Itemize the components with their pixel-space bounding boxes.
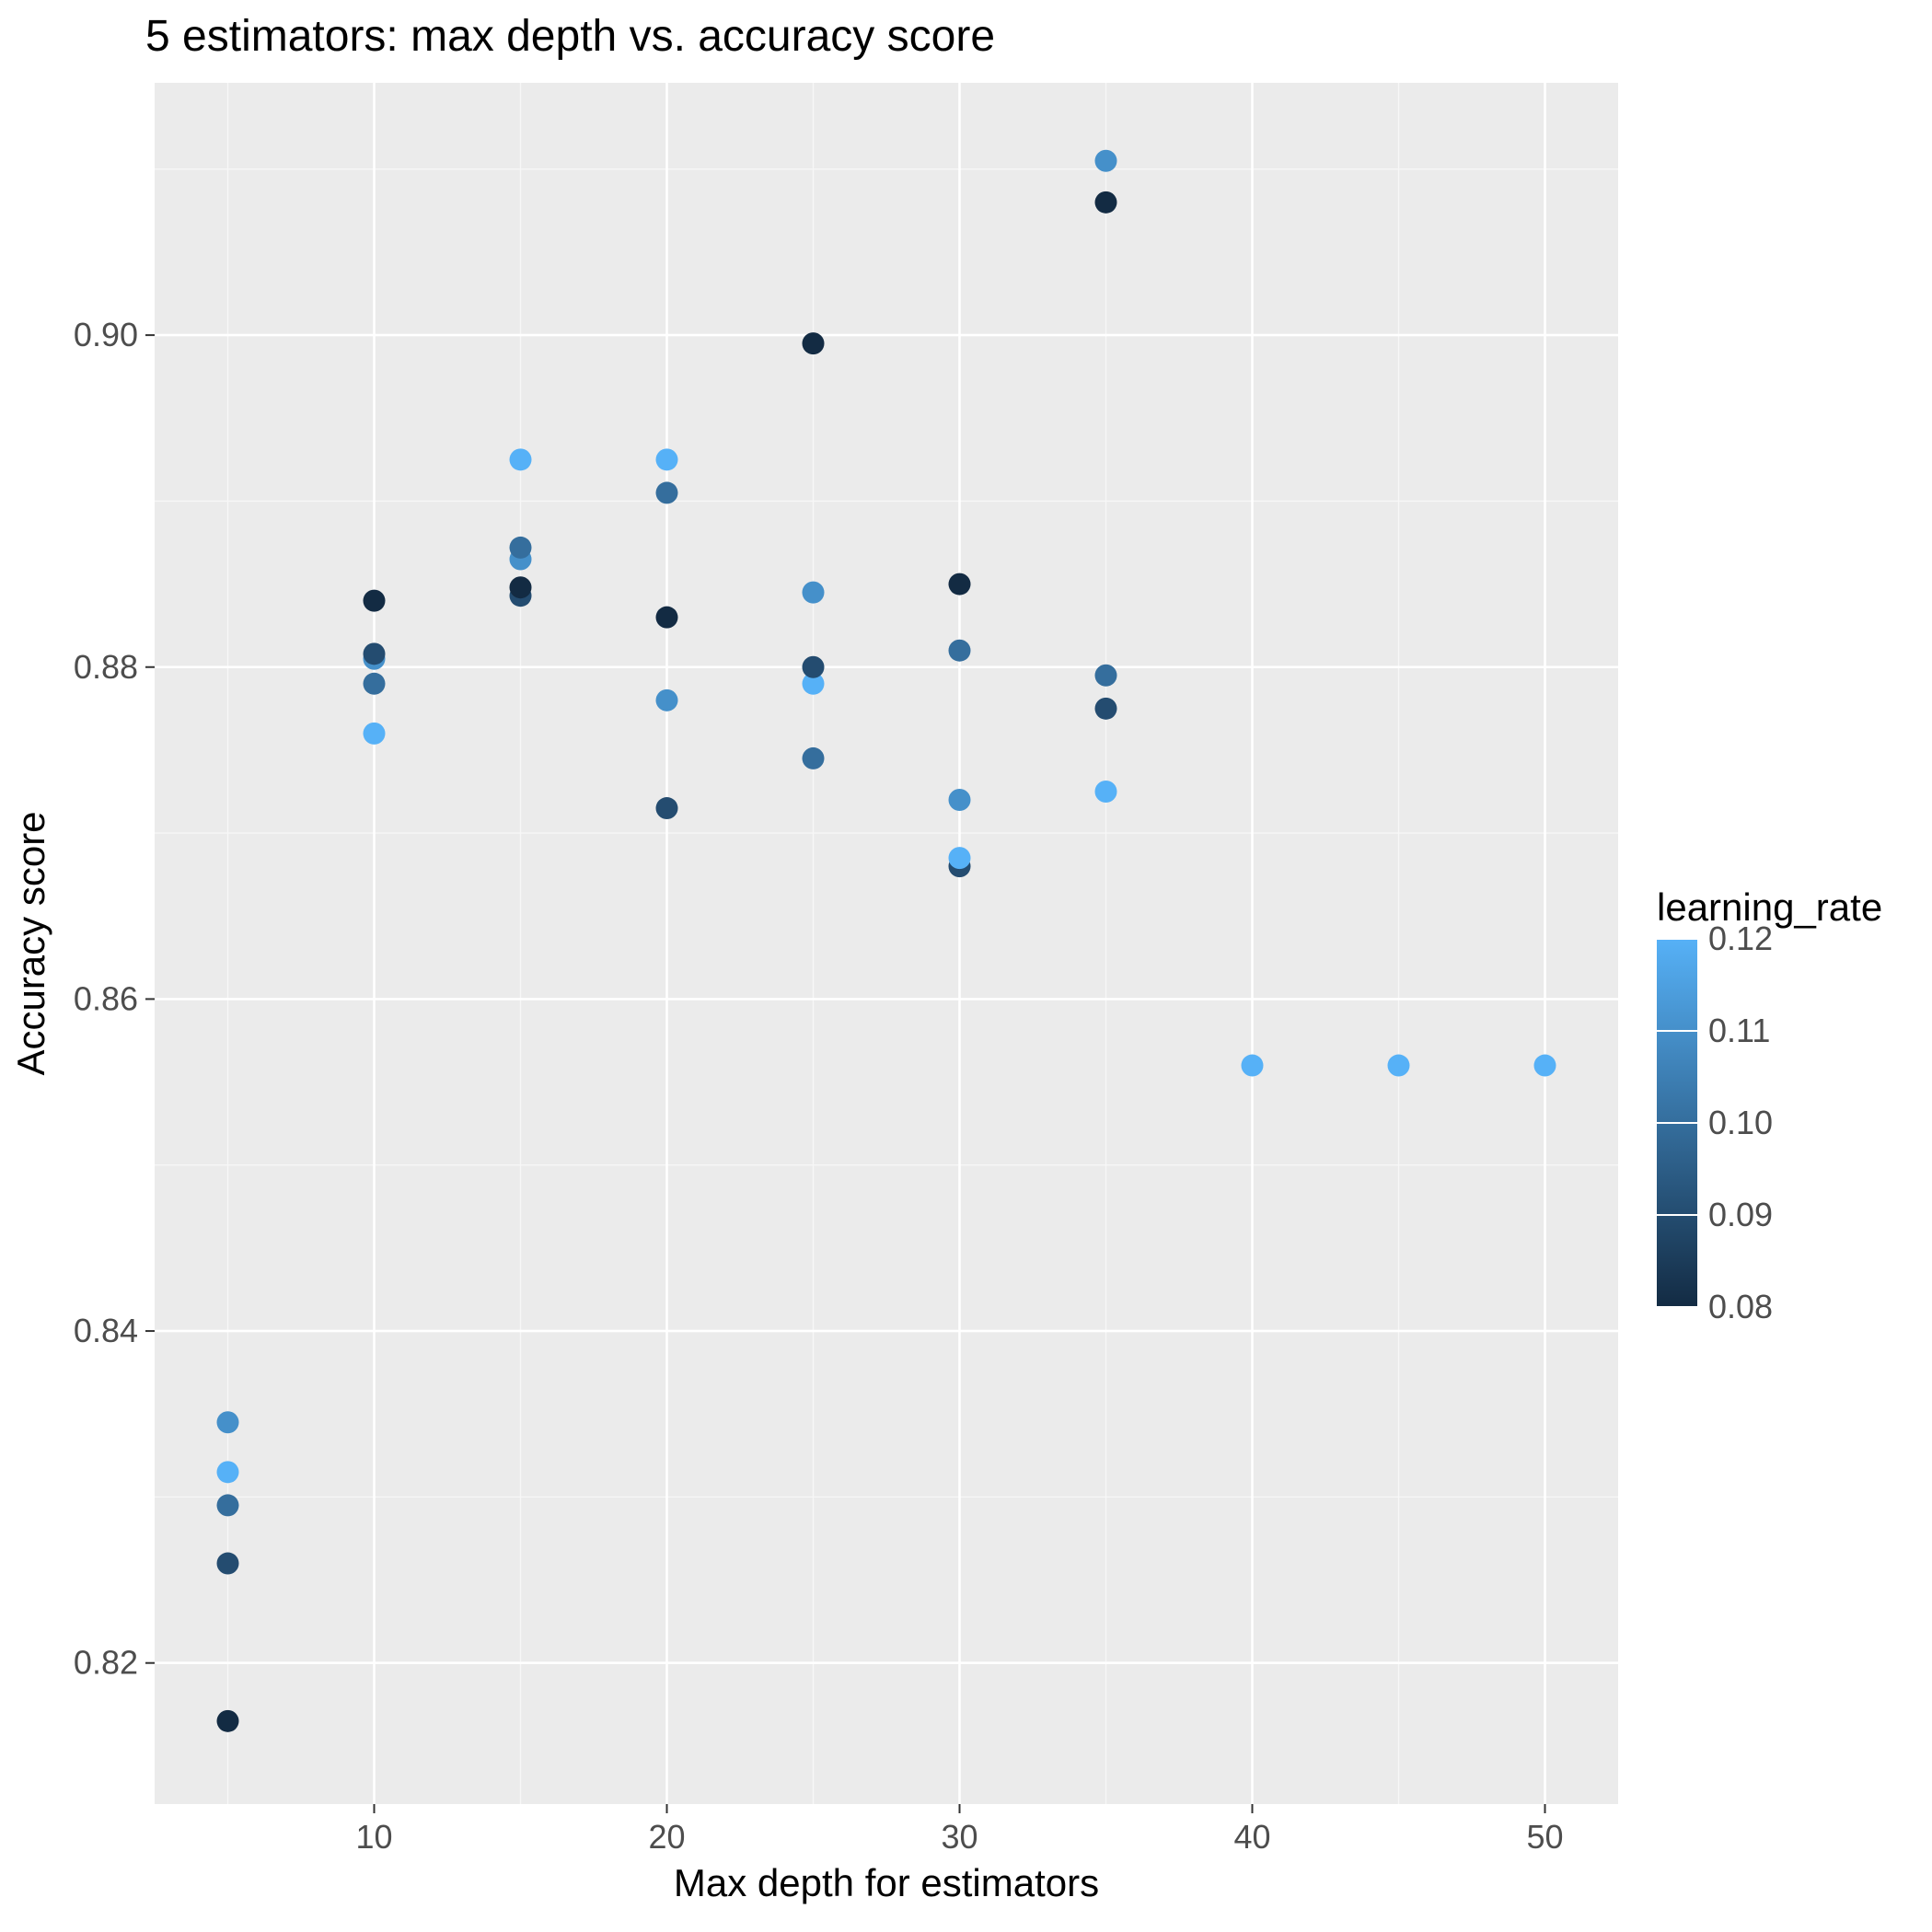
scatter-point (217, 1461, 239, 1483)
scatter-point (364, 590, 386, 612)
scatter-point (1095, 698, 1117, 720)
scatter-point (949, 573, 971, 596)
x-tick-label: 30 (941, 1818, 978, 1856)
scatter-point (217, 1553, 239, 1575)
scatter-point (803, 582, 825, 604)
scatter-point (803, 656, 825, 678)
scatter-point (510, 537, 532, 559)
scatter-point (1095, 665, 1117, 687)
plot-title: 5 estimators: max depth vs. accuracy sco… (145, 12, 995, 61)
scatter-point (217, 1411, 239, 1433)
y-tick-label: 0.82 (74, 1644, 138, 1682)
chart-svg: 10 20 30 40 50 0.82 0.84 0.86 0.88 0.90 Max depth … (0, 0, 1932, 1932)
scatter-point (364, 723, 386, 745)
scatter-point (656, 689, 678, 711)
scatter-point (217, 1710, 239, 1732)
scatter-point (1095, 150, 1117, 172)
legend-tick-label: 0.10 (1708, 1104, 1773, 1141)
scatter-point (1242, 1055, 1264, 1077)
x-tick-label: 50 (1526, 1818, 1563, 1856)
y-tick-label: 0.86 (74, 979, 138, 1017)
y-tick-label: 0.90 (74, 316, 138, 353)
scatter-point (656, 481, 678, 503)
scatter-point (949, 789, 971, 811)
scatter-point (364, 673, 386, 695)
scatter-point (949, 640, 971, 662)
y-axis-title: Accuracy score (9, 811, 52, 1075)
scatter-point (1095, 191, 1117, 214)
chart-container: { "chart": { "type": "scatter", "title":… (0, 0, 1932, 1932)
scatter-point (949, 847, 971, 869)
legend-tick-label: 0.08 (1708, 1288, 1773, 1325)
legend-tick-label: 0.09 (1708, 1196, 1773, 1233)
scatter-point (510, 448, 532, 470)
legend-tick-label: 0.11 (1708, 1012, 1770, 1049)
legend-tick-label: 0.12 (1708, 920, 1773, 957)
scatter-point (1388, 1055, 1410, 1077)
y-tick-label: 0.84 (74, 1312, 138, 1349)
y-tick-label: 0.88 (74, 648, 138, 686)
x-tick-label: 10 (355, 1818, 392, 1856)
scatter-point (656, 607, 678, 629)
scatter-point (803, 747, 825, 769)
scatter-point (1095, 781, 1117, 803)
scatter-point (217, 1494, 239, 1516)
x-tick-label: 40 (1233, 1818, 1270, 1856)
x-axis-title: Max depth for estimators (674, 1861, 1099, 1904)
x-tick-label: 20 (648, 1818, 685, 1856)
scatter-point (1534, 1055, 1556, 1077)
scatter-point (656, 448, 678, 470)
scatter-point (364, 642, 386, 665)
scatter-point (656, 797, 678, 819)
scatter-point (803, 332, 825, 354)
scatter-point (510, 576, 532, 598)
